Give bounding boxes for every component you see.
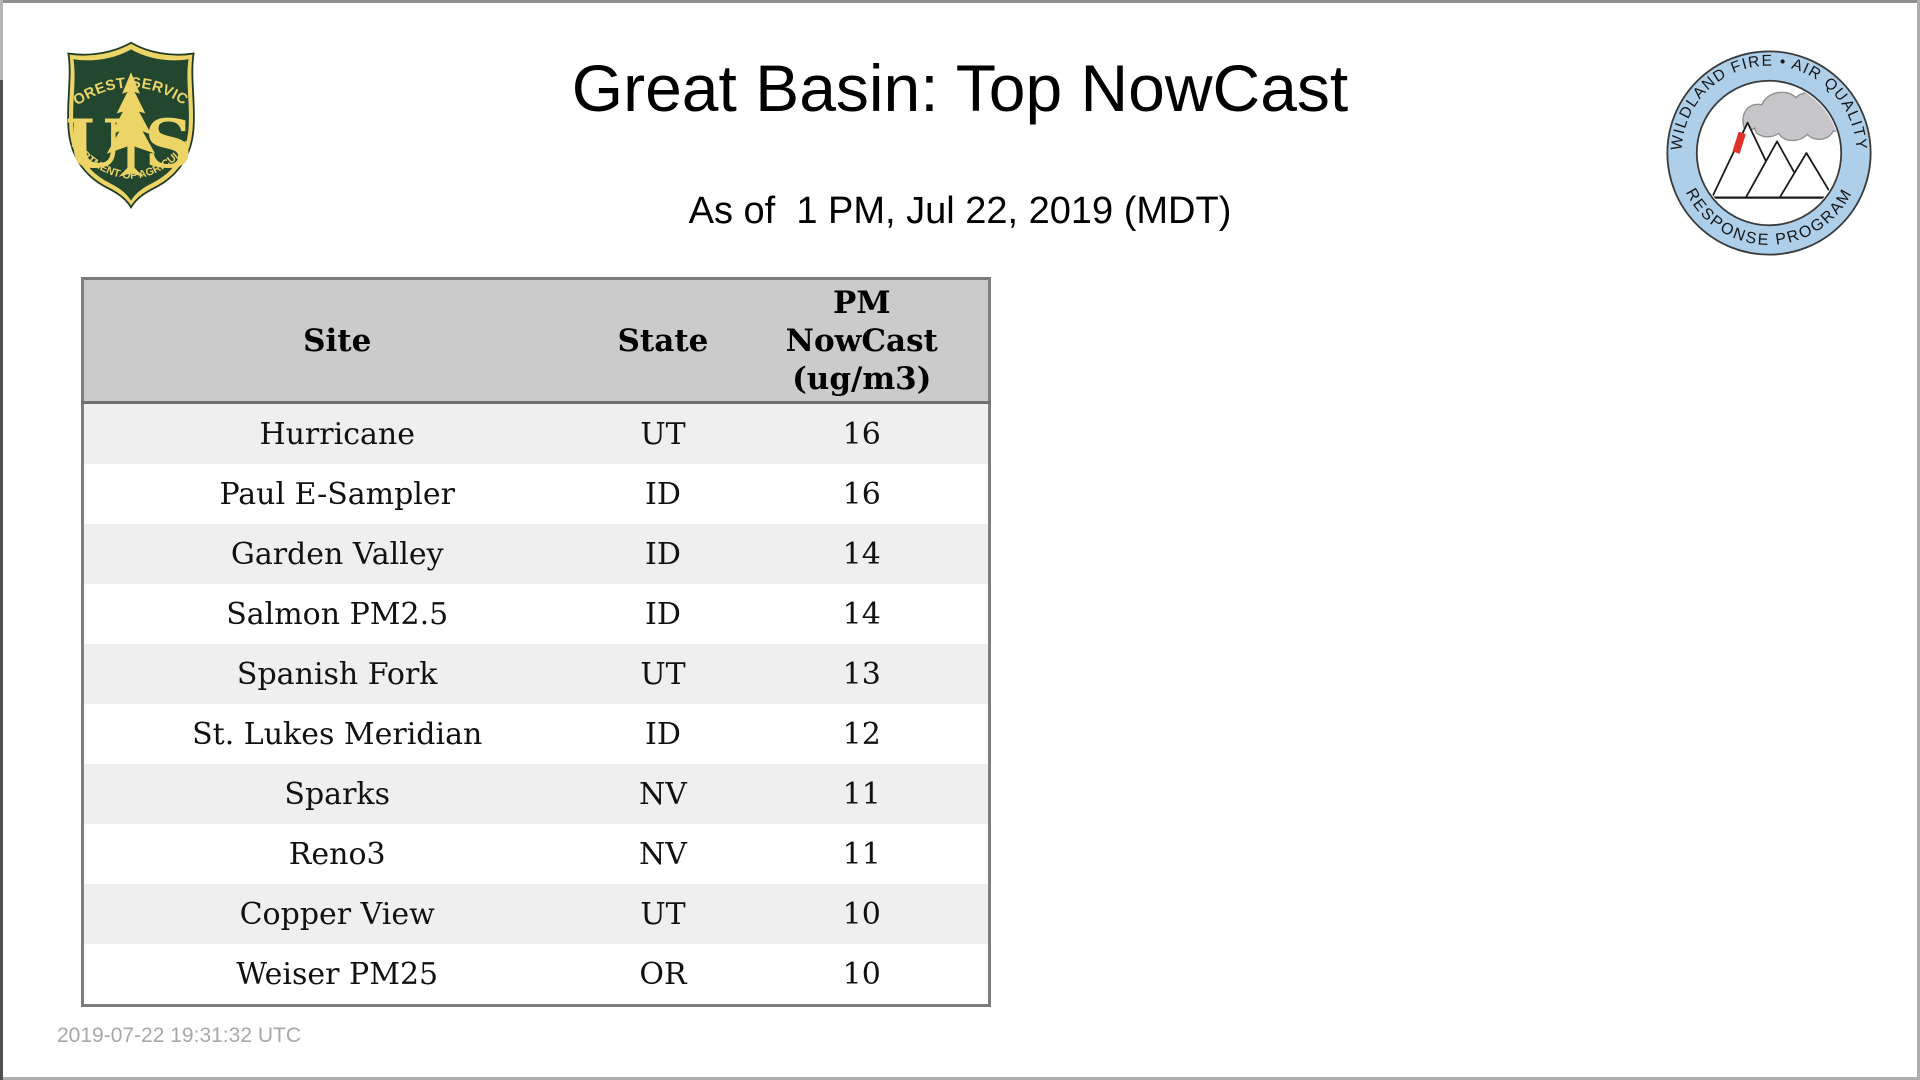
- cell-state: UT: [640, 656, 686, 692]
- cell-value: 16: [842, 476, 881, 512]
- forest-service-letter-s: S: [145, 105, 193, 183]
- column-header-site: Site: [82, 278, 591, 404]
- forest-service-logo: FOREST SERVICE U S DEPARTMENT OF AGRICUL…: [55, 38, 207, 212]
- nowcast-table-body: Hurricane UT 16 Paul E-Sampler ID 16 Garden Va…: [82, 402, 990, 1006]
- cell-site: Sparks: [284, 776, 390, 812]
- cell-site: Garden Valley: [230, 536, 444, 572]
- cell-state: UT: [640, 896, 686, 932]
- table-row: Paul E-Sampler ID 16: [82, 464, 990, 524]
- table-row: Reno3 NV 11: [82, 824, 990, 884]
- cell-state: NV: [639, 836, 687, 872]
- page-edge-right: [1917, 0, 1920, 1080]
- page-edge-bottom: [0, 1077, 1920, 1080]
- wfaqrp-badge-icon: WILDLAND FIRE • AIR QUALITY RESPONSE PRO…: [1666, 50, 1872, 256]
- header-row: Site State PM NowCast (ug/m3): [82, 278, 990, 404]
- table-row: Weiser PM25 OR 10: [82, 944, 990, 1006]
- cell-state: ID: [645, 476, 681, 512]
- cell-value: 16: [842, 416, 881, 452]
- table-row: Copper View UT 10: [82, 884, 990, 944]
- forest-service-shield-icon: FOREST SERVICE U S DEPARTMENT OF AGRICUL…: [55, 38, 195, 209]
- cell-site: Weiser PM25: [236, 956, 439, 992]
- table-row: Sparks NV 11: [82, 764, 990, 824]
- smoke-cloud-icon: [1742, 91, 1840, 142]
- wfaqrp-logo: WILDLAND FIRE • AIR QUALITY RESPONSE PRO…: [1662, 46, 1876, 260]
- cell-value: 11: [842, 776, 881, 812]
- nowcast-table-container: Site State PM NowCast (ug/m3) Hurricane U…: [81, 277, 991, 1007]
- page-edge-left-light: [0, 0, 3, 80]
- cell-value: 13: [842, 656, 881, 692]
- nowcast-table: Site State PM NowCast (ug/m3) Hurricane U…: [81, 277, 991, 1007]
- cell-value: 11: [842, 836, 881, 872]
- page-title: Great Basin: Top NowCast: [571, 51, 1349, 125]
- cell-state: ID: [645, 716, 681, 752]
- page-subtitle: As of 1 PM, Jul 22, 2019 (MDT): [688, 190, 1232, 232]
- cell-value: 14: [842, 596, 881, 632]
- page-edge-left-dark: [0, 80, 3, 1080]
- page-edge-top: [0, 0, 1920, 3]
- generated-timestamp: 2019-07-22 19:31:32 UTC: [57, 1024, 301, 1047]
- flame-icon: [1732, 131, 1746, 154]
- nowcast-table-header: Site State PM NowCast (ug/m3): [82, 278, 990, 404]
- cell-value: 10: [842, 956, 881, 992]
- table-row: Spanish Fork UT 13: [82, 644, 990, 704]
- cell-value: 14: [842, 536, 881, 572]
- column-header-value: PM NowCast (ug/m3): [735, 278, 990, 404]
- cell-site: Hurricane: [259, 416, 415, 452]
- column-header-state: State: [590, 278, 736, 404]
- column-header-value-line: PM: [832, 284, 891, 321]
- table-row: Salmon PM2.5 ID 14: [82, 584, 990, 644]
- cell-site: St. Lukes Meridian: [192, 716, 483, 752]
- cell-value: 10: [842, 896, 881, 932]
- pine-tree-icon: [106, 72, 156, 177]
- table-row: Garden Valley ID 14: [82, 524, 990, 584]
- column-header-value-line: NowCast: [785, 322, 938, 359]
- cell-value: 12: [842, 716, 881, 752]
- table-row: St. Lukes Meridian ID 12: [82, 704, 990, 764]
- cell-site: Copper View: [239, 896, 435, 932]
- cell-state: ID: [645, 536, 681, 572]
- cell-site: Paul E-Sampler: [219, 476, 455, 512]
- column-header-value-line: (ug/m3): [792, 360, 932, 397]
- cell-state: ID: [645, 596, 681, 632]
- cell-state: NV: [639, 776, 687, 812]
- table-row: Hurricane UT 16: [82, 402, 990, 464]
- cell-site: Salmon PM2.5: [226, 596, 449, 632]
- cell-state: OR: [639, 956, 687, 992]
- cell-site: Reno3: [288, 836, 386, 872]
- cell-site: Spanish Fork: [236, 656, 438, 692]
- cell-state: UT: [640, 416, 686, 452]
